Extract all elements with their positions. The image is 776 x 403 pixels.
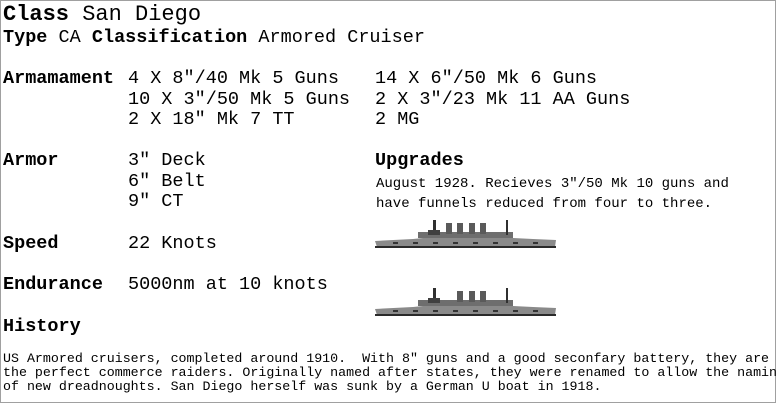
armor-item: 6" Belt — [128, 171, 206, 192]
casemate-gun — [393, 242, 398, 244]
casemate-gun — [493, 310, 498, 312]
classification-label: Classification — [91, 27, 248, 48]
waterline — [375, 246, 556, 248]
upgrades-line: have funnels reduced from four to three. — [376, 196, 713, 212]
funnel — [457, 291, 463, 302]
casemate-gun — [413, 242, 418, 244]
casemate-gun — [393, 310, 398, 312]
classification-value: Armored Cruiser — [258, 27, 425, 48]
armor-item: 3" Deck — [128, 150, 206, 171]
armament-item: 14 X 6"/50 Mk 6 Guns — [375, 68, 598, 89]
casemate-gun — [433, 310, 438, 312]
funnel — [446, 223, 452, 234]
funnel — [480, 223, 486, 234]
funnel — [469, 291, 475, 302]
hull — [375, 237, 556, 247]
armament-item: 10 X 3"/50 Mk 5 Guns — [128, 89, 351, 110]
armament-item: 2 X 3"/23 Mk 11 AA Guns — [375, 89, 631, 110]
class-value: San Diego — [82, 2, 202, 27]
history-label: History — [3, 316, 81, 337]
history-line: the perfect commerce raiders. Originally… — [3, 365, 776, 380]
hull — [375, 305, 556, 315]
funnel — [457, 223, 463, 234]
funnel — [480, 291, 486, 302]
casemate-gun — [513, 242, 518, 244]
endurance-value: 5000nm at 10 knots — [128, 274, 328, 295]
type-label: Type — [3, 27, 48, 48]
armament-label: Armamament — [3, 68, 115, 89]
bridge — [428, 230, 440, 235]
upgrades-line: August 1928. Recieves 3"/50 Mk 10 guns a… — [376, 176, 729, 192]
class-label: Class — [3, 2, 70, 27]
ship-profile-upgraded-image — [375, 288, 556, 316]
casemate-gun — [473, 310, 478, 312]
history-line: US Armored cruisers, completed around 19… — [3, 351, 770, 366]
foremast — [433, 288, 436, 301]
superstructure — [418, 232, 513, 238]
speed-label: Speed — [3, 233, 59, 254]
ship-profile-original-image — [375, 220, 556, 248]
history-line: of new dreadnoughts. San Diego herself w… — [3, 379, 602, 394]
type-line: Type CA Classification Armored Cruiser — [3, 27, 425, 48]
endurance-label: Endurance — [3, 274, 103, 295]
casemate-gun — [453, 310, 458, 312]
armament-item: 2 X 18" Mk 7 TT — [128, 109, 295, 130]
funnel — [469, 223, 475, 234]
casemate-gun — [493, 242, 498, 244]
waterline — [375, 314, 556, 316]
armament-item: 2 MG — [375, 109, 420, 130]
armor-item: 9" CT — [128, 191, 184, 212]
casemate-gun — [473, 242, 478, 244]
casemate-gun — [533, 242, 538, 244]
casemate-gun — [433, 242, 438, 244]
armor-label: Armor — [3, 150, 59, 171]
armament-item: 4 X 8"/40 Mk 5 Guns — [128, 68, 339, 89]
casemate-gun — [513, 310, 518, 312]
casemate-gun — [453, 242, 458, 244]
casemate-gun — [533, 310, 538, 312]
casemate-gun — [413, 310, 418, 312]
mainmast — [506, 288, 508, 303]
upgrades-label: Upgrades — [375, 150, 464, 171]
superstructure — [418, 300, 513, 306]
type-value: CA — [58, 27, 81, 48]
mainmast — [506, 220, 508, 235]
class-line: Class San Diego — [3, 4, 201, 26]
speed-value: 22 Knots — [128, 233, 217, 254]
foremast — [433, 220, 436, 233]
bridge — [428, 298, 440, 303]
